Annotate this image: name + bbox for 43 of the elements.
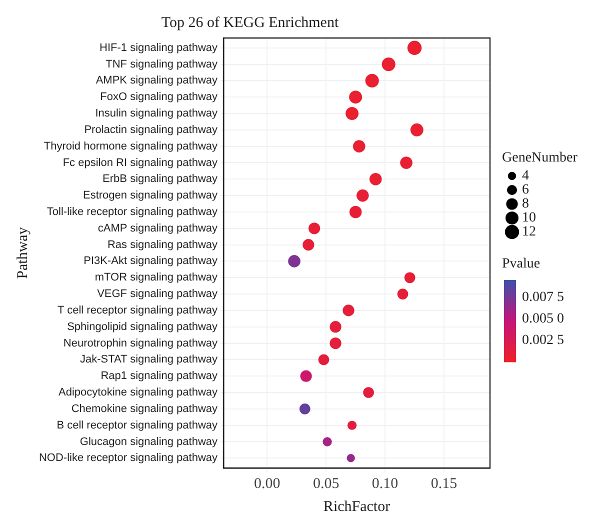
y-tick-label: HIF-1 signaling pathway bbox=[100, 42, 218, 54]
x-axis-title: RichFactor bbox=[323, 498, 390, 515]
y-tick-label: TNF signaling pathway bbox=[106, 58, 218, 70]
legend-label: 8 bbox=[522, 196, 529, 212]
y-tick-label: B cell receptor signaling pathway bbox=[56, 419, 218, 432]
legend-title: GeneNumber bbox=[502, 150, 578, 166]
y-tick-label: Rap1 signaling pathway bbox=[100, 370, 218, 382]
y-tick-label: Sphingolipid signaling pathway bbox=[67, 320, 218, 333]
y-tick-label: T cell receptor signaling pathway bbox=[58, 304, 218, 316]
legend-label: 12 bbox=[522, 224, 536, 240]
y-tick-label: mTOR signaling pathway bbox=[94, 272, 218, 284]
y-tick-label: Toll-like receptor signaling pathway bbox=[46, 206, 218, 218]
color-bar-label: 0.007 5 bbox=[522, 290, 564, 305]
x-tick-label: 0.00 bbox=[254, 476, 280, 492]
legend-label: 10 bbox=[522, 210, 536, 226]
y-tick-label: Prolactin signaling pathway bbox=[84, 124, 218, 136]
y-axis-title: Pathway bbox=[14, 226, 31, 279]
y-tick-label: Jak-STAT signaling pathway bbox=[80, 354, 218, 366]
legend-label: 4 bbox=[522, 168, 529, 184]
y-tick-label: Glucagon signaling pathway bbox=[80, 436, 218, 448]
legend-label: 6 bbox=[522, 182, 529, 198]
color-bar-label: 0.002 5 bbox=[522, 333, 564, 348]
y-tick-label: cAMP signaling pathway bbox=[98, 222, 218, 234]
y-tick-label: Adipocytokine signaling pathway bbox=[58, 386, 218, 399]
y-tick-label: Fc epsilon RI signaling pathway bbox=[62, 156, 218, 169]
color-bar-title: Pvalue bbox=[502, 256, 540, 272]
y-tick-label: AMPK signaling pathway bbox=[96, 74, 218, 87]
color-bar-label: 0.005 0 bbox=[522, 312, 564, 327]
x-tick-label: 0.10 bbox=[372, 476, 398, 492]
y-tick-label: Estrogen signaling pathway bbox=[82, 190, 218, 202]
x-tick-label: 0.15 bbox=[430, 476, 458, 492]
y-tick-label: Chemokine signaling pathway bbox=[71, 402, 218, 415]
y-tick-label: Thyroid hormone signaling pathway bbox=[44, 140, 218, 152]
y-tick-label: Neurotrophin signaling pathway bbox=[63, 337, 218, 350]
y-tick-label: NOD-like receptor signaling pathway bbox=[38, 452, 218, 464]
y-tick-label: Ras signaling pathway bbox=[107, 238, 218, 251]
x-tick-label: 0.05 bbox=[312, 476, 340, 492]
chart-title: Top 26 of KEGG Enrichment bbox=[161, 14, 340, 31]
y-tick-label: VEGF signaling pathway bbox=[97, 288, 218, 300]
y-tick-label: ErbB signaling pathway bbox=[102, 173, 218, 186]
y-tick-label: Insulin signaling pathway bbox=[95, 108, 218, 120]
y-tick-label: PI3K-Akt signaling pathway bbox=[84, 255, 218, 268]
y-tick-label: FoxO signaling pathway bbox=[100, 91, 218, 104]
